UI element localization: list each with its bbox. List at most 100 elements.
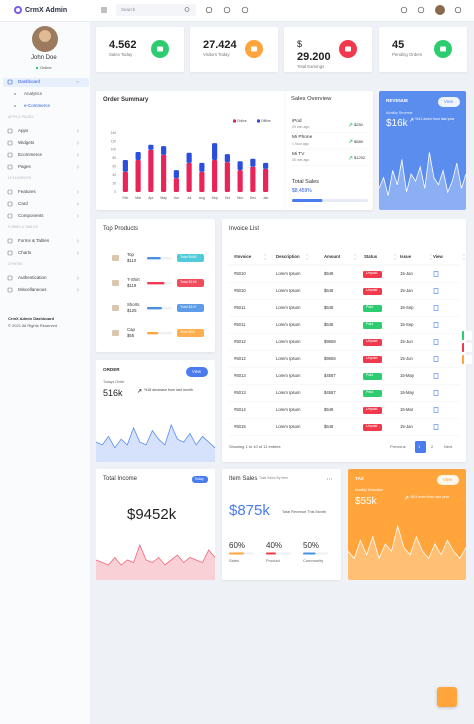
stat-currency: $ (297, 38, 303, 49)
menu-active-bg (3, 77, 89, 87)
pagination-item[interactable]: Next (444, 444, 453, 449)
pagination-item[interactable]: 1 (418, 444, 421, 449)
brand: CrmX Admin (25, 6, 68, 14)
cell: 15-Sep (400, 304, 414, 310)
product-price: $125 (127, 307, 137, 313)
column-header[interactable]: View (433, 253, 443, 259)
button-label[interactable]: View (443, 476, 453, 482)
cell: 15-Mar (400, 406, 414, 412)
menu-item[interactable]: Miscellaneous (18, 286, 47, 292)
cell: #5012 (234, 355, 246, 361)
badge-label: Total $194 (180, 280, 197, 285)
pagination-item[interactable]: 2 (431, 444, 434, 449)
footer-title: CrmX Admin Dashboard (8, 316, 55, 321)
sales-item-name: Mi Phone (292, 135, 313, 141)
cell: $4587 (324, 372, 336, 378)
menu-item[interactable]: Pages (18, 163, 31, 169)
sidebar (0, 22, 91, 724)
column-header[interactable]: Description (276, 253, 300, 259)
column-header[interactable]: Amount (324, 253, 341, 259)
status-label: Paid (366, 390, 374, 395)
cell: 15-May (400, 389, 414, 395)
user-name: John Doe (31, 55, 57, 61)
settings-fab[interactable] (437, 687, 457, 707)
trend-text: %41 down from last year (415, 117, 455, 122)
menu-item[interactable]: Dashboard (18, 78, 41, 84)
total-income-card (96, 469, 215, 580)
kpi-value: $16k (386, 118, 408, 129)
stat-value: 4.562 (109, 38, 137, 51)
search-placeholder[interactable]: Search (121, 6, 136, 12)
status-badge (363, 355, 382, 363)
button-label[interactable]: View (192, 368, 202, 374)
menu-item[interactable]: Widgets (18, 139, 35, 145)
view-button[interactable] (437, 475, 459, 485)
status-label: Unpaid (366, 271, 378, 276)
badge (192, 476, 208, 483)
status-badge (363, 389, 382, 397)
sales-item-name: iPod (292, 118, 302, 124)
total-badge (177, 304, 204, 312)
cell: #5011 (234, 304, 246, 310)
stat-card (379, 27, 467, 72)
status-label: Unpaid (366, 356, 378, 361)
side-tool[interactable] (462, 343, 472, 352)
menu-item[interactable]: Charts (18, 249, 32, 255)
side-tool[interactable] (462, 331, 472, 340)
card-title: Item Sales (229, 476, 258, 482)
card-title: REVENUE (386, 97, 409, 103)
menu-item[interactable]: Features (18, 188, 36, 194)
status-label: Paid (366, 373, 374, 378)
cell: #5012 (234, 338, 246, 344)
cell: #5011 (234, 321, 246, 327)
table-info: Showing 1 to 10 of 11 entries (229, 444, 281, 449)
sales-item-time: 29 min ago (292, 125, 310, 130)
card-title: ORDER (103, 366, 120, 372)
kpi-value: $9452k (127, 505, 177, 523)
stat-value: 29.200 (297, 50, 331, 63)
badge-label: Today (194, 476, 204, 481)
sales-item-time: 1 hour ago (292, 141, 309, 146)
user-status[interactable]: Online (40, 65, 52, 70)
menu-item[interactable]: Apps (18, 127, 29, 133)
card-title: Order Summary (103, 97, 149, 103)
menu-item[interactable]: Authentication (18, 274, 47, 280)
menu-item[interactable]: Ecommerce (18, 151, 43, 157)
sales-item-name: Mi TV (292, 151, 305, 157)
menu-sub-item[interactable]: e-Commerce (24, 102, 51, 108)
cell: $4587 (324, 389, 336, 395)
menu-item[interactable]: Card (18, 200, 28, 206)
kpi-value: 516k (103, 387, 123, 398)
stat-card (284, 27, 372, 72)
pagination-item[interactable]: Previous (390, 444, 406, 449)
menu-sub-item[interactable]: Analytics (24, 90, 43, 96)
subtitle: Todays Order (103, 380, 125, 385)
view-button[interactable] (186, 367, 208, 377)
product-price: $119 (127, 282, 137, 288)
column-header[interactable]: Issue (400, 253, 411, 259)
percent-label: 40% (266, 541, 283, 550)
column-header[interactable]: Status (364, 253, 378, 259)
total-label: Total Sales (292, 179, 319, 186)
status-badge (363, 372, 382, 380)
cell: Lorem Ipsum (276, 321, 301, 327)
menu-item[interactable]: Components (18, 212, 44, 218)
kpi-value: $875k (229, 501, 270, 519)
cell: $548 (324, 406, 334, 412)
search-box[interactable] (116, 4, 196, 16)
column-header[interactable]: #Invoice (234, 253, 252, 259)
total-badge (177, 254, 204, 262)
card-title: Total Income (103, 476, 138, 482)
percent-label: 50% (303, 541, 320, 550)
revenue-card (379, 91, 466, 210)
view-button[interactable] (438, 97, 460, 107)
subtitle: Monthly Revenue (386, 111, 413, 116)
badge-label: Total $55 (180, 330, 195, 335)
cell: Lorem Ipsum (276, 304, 301, 310)
menu-item[interactable]: Forms & Tables (18, 237, 50, 243)
button-label[interactable]: View (444, 98, 454, 104)
cell: #5015 (234, 423, 246, 429)
cell: 15-Sep (400, 321, 414, 327)
page-active[interactable] (415, 441, 426, 453)
side-tool[interactable] (462, 355, 472, 364)
